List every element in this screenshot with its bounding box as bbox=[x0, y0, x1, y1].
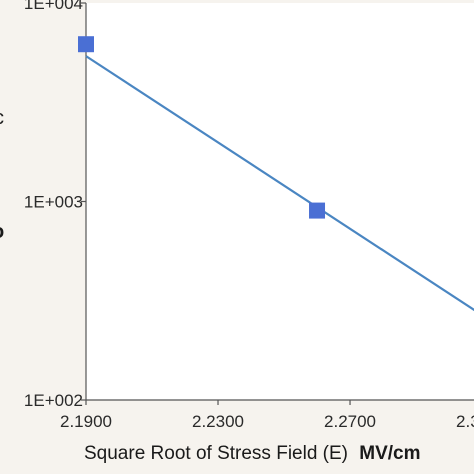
x-axis-title-unit: MV/cm bbox=[359, 443, 420, 464]
x-tick-label: 2.2700 bbox=[324, 412, 376, 431]
y-tick-label: 1E+003 bbox=[24, 193, 83, 212]
y-tick-label: 1E+002 bbox=[24, 391, 83, 410]
x-tick-label: 2.3100 bbox=[456, 412, 474, 431]
y-axis-label-fragment-2: o bbox=[0, 221, 4, 243]
fit-line-layer bbox=[85, 55, 474, 312]
ticks-layer: 2.1900 2.2300 2.2700 2.3100 1E+004 1E+003 1E+0… bbox=[24, 0, 474, 431]
points-layer bbox=[78, 36, 326, 219]
plot-area bbox=[86, 3, 474, 400]
x-tick-label: 2.2300 bbox=[192, 412, 244, 431]
fit-line bbox=[85, 55, 474, 312]
y-tick-label: 1E+004 bbox=[24, 0, 83, 13]
data-point bbox=[78, 36, 94, 53]
x-tick-label: 2.1900 bbox=[60, 412, 112, 431]
y-axis-label-fragment-1: c bbox=[0, 107, 4, 129]
x-axis-title: Square Root of Stress Field (E) MV/cm bbox=[84, 443, 421, 464]
data-point bbox=[309, 202, 326, 219]
x-axis-title-text: Square Root of Stress Field (E) bbox=[84, 443, 348, 464]
